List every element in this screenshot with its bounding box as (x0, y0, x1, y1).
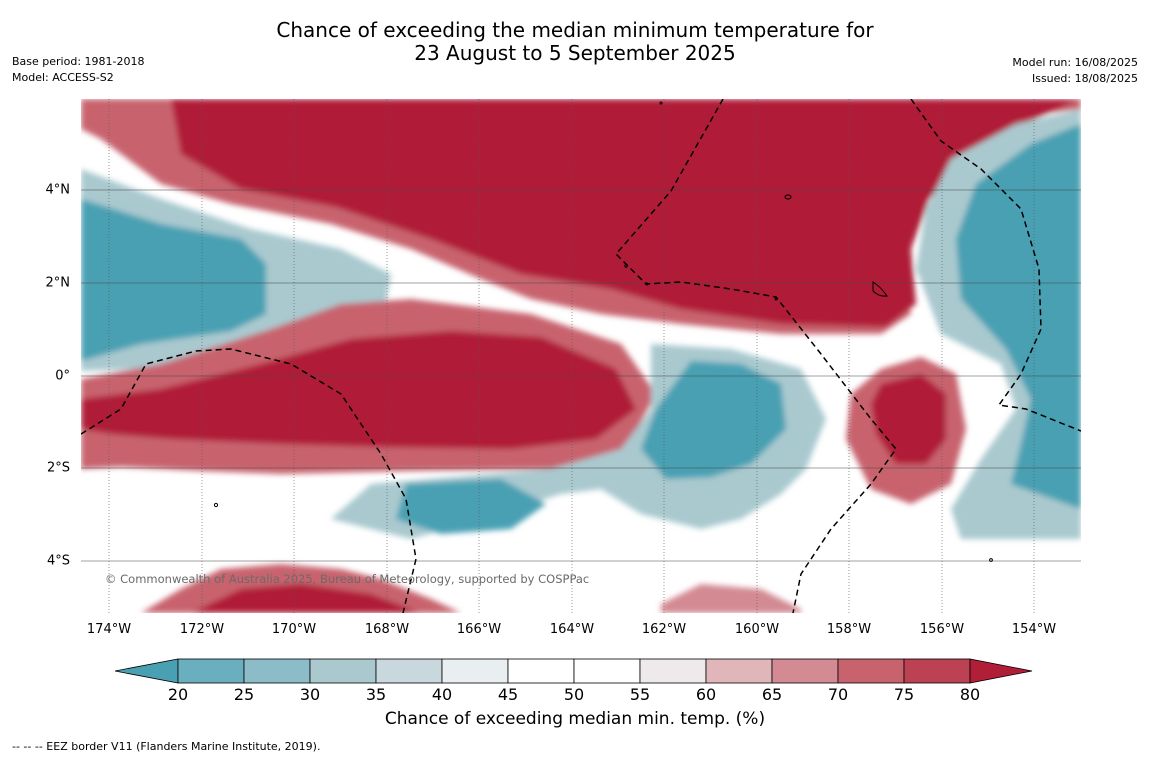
lon-label-170w: 170°W (271, 622, 317, 637)
colorbar-tick-60: 60 (695, 685, 717, 704)
colorbar-swatches (114, 658, 1033, 684)
lat-label-0: 0° (55, 368, 70, 384)
warm-zone-south-core (191, 584, 421, 613)
colorbar-tick-75: 75 (893, 685, 915, 704)
probability-map: © Commonwealth of Australia 2025, Bureau… (81, 99, 1081, 613)
colorbar-swatch (639, 658, 707, 684)
warm-zone-east-cell-core (871, 374, 946, 464)
warm-zone-southeast (661, 584, 801, 613)
colorbar-tick-70: 70 (827, 685, 849, 704)
lat-label-2n: 2°N (45, 275, 71, 291)
colorbar-tick-50: 50 (563, 685, 585, 704)
colorbar-label: Chance of exceeding median min. temp. (%… (384, 709, 766, 729)
lon-label-162w: 162°W (641, 622, 687, 637)
eez-border-note: -- -- -- EEZ border V11 (Flanders Marine… (12, 740, 321, 753)
cool-zone-central-core (641, 361, 786, 479)
lon-label-172w: 172°W (179, 622, 225, 637)
colorbar-extend-low (114, 658, 179, 684)
lat-label-4s: 4°S (46, 553, 70, 569)
warm-zone-north-core (171, 99, 1081, 327)
islands (213, 101, 993, 562)
copyright-notice: © Commonwealth of Australia 2025, Bureau… (105, 572, 590, 586)
lon-label-160w: 160°W (734, 622, 780, 637)
base-period-text: Base period: 1981-2018 (12, 55, 145, 68)
warm-zone-equatorial-core (81, 331, 636, 449)
title-line-2: 23 August to 5 September 2025 (414, 41, 736, 65)
colorbar-tick-45: 45 (497, 685, 519, 704)
colorbar-tick-40: 40 (431, 685, 453, 704)
model-text: Model: ACCESS-S2 (12, 71, 114, 84)
colorbar-swatch (903, 658, 971, 684)
cool-zone-south-core (396, 479, 546, 534)
colorbar-swatch (771, 658, 839, 684)
model-run-text: Model run: 16/08/2025 (1012, 56, 1138, 69)
colorbar-swatch (705, 658, 773, 684)
colorbar-swatch (441, 658, 509, 684)
lat-label-4n: 4°N (45, 182, 71, 198)
colorbar-swatch (573, 658, 641, 684)
colorbar-tick-30: 30 (299, 685, 321, 704)
issued-text: Issued: 18/08/2025 (1031, 72, 1138, 85)
colorbar-swatch (837, 658, 905, 684)
colorbar-tick-35: 35 (365, 685, 387, 704)
meta-right: Model run: 16/08/2025 Issued: 18/08/2025 (1012, 55, 1138, 87)
colorbar-swatch (177, 658, 245, 684)
colorbar-swatch (507, 658, 575, 684)
latitude-lines (81, 189, 1081, 562)
colorbar-swatch (243, 658, 311, 684)
lon-label-154w: 154°W (1011, 622, 1057, 637)
map-canvas (81, 99, 1081, 613)
colorbar-swatch (309, 658, 377, 684)
colorbar (114, 658, 1033, 684)
colorbar-swatch (375, 658, 443, 684)
colorbar-tick-25: 25 (233, 685, 255, 704)
chart-title: Chance of exceeding the median minimum t… (0, 19, 1150, 65)
lat-label-2s: 2°S (46, 460, 70, 476)
lon-label-174w: 174°W (86, 622, 132, 637)
lon-label-166w: 166°W (456, 622, 502, 637)
lon-label-158w: 158°W (826, 622, 872, 637)
title-line-1: Chance of exceeding the median minimum t… (276, 18, 874, 42)
cool-zone-west-core (81, 199, 266, 361)
cool-zone-east-core (956, 124, 1081, 509)
lon-label-168w: 168°W (364, 622, 410, 637)
colorbar-tick-80: 80 (959, 685, 981, 704)
meta-left: Base period: 1981-2018 Model: ACCESS-S2 (12, 54, 144, 86)
lon-label-156w: 156°W (919, 622, 965, 637)
colorbar-extend-high (969, 658, 1033, 684)
colorbar-tick-55: 55 (629, 685, 651, 704)
eez-borders (81, 99, 1081, 613)
colorbar-tick-20: 20 (167, 685, 189, 704)
colorbar-tick-65: 65 (761, 685, 783, 704)
lon-label-164w: 164°W (549, 622, 595, 637)
